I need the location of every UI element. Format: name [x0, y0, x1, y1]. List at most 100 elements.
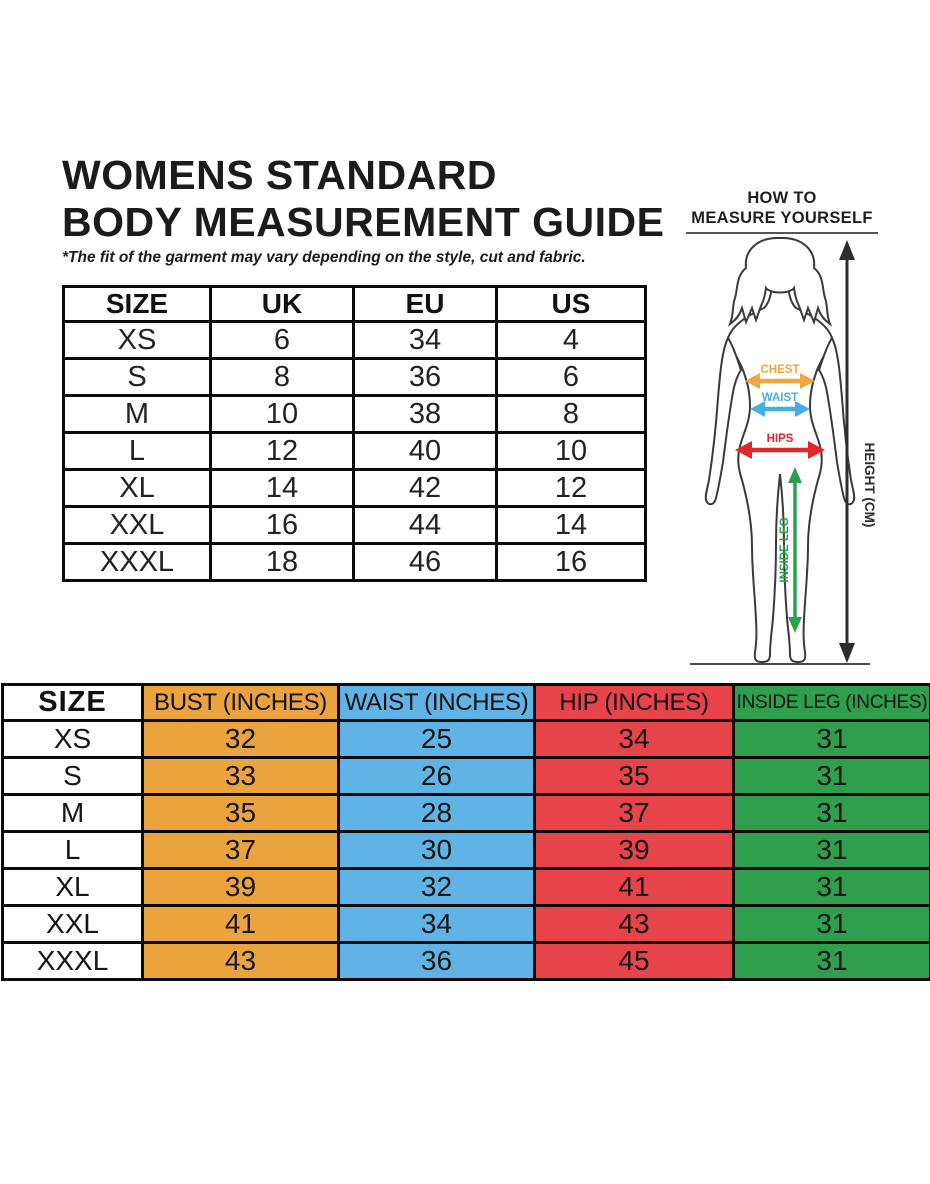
table-cell: 25: [337, 719, 536, 759]
table-cell: 18: [209, 542, 355, 582]
table-cell: 31: [732, 719, 930, 759]
divider: [686, 232, 878, 234]
table-cell: 36: [337, 941, 536, 981]
table-cell: XL: [1, 867, 144, 907]
table-cell: 35: [533, 756, 735, 796]
table-cell: 30: [337, 830, 536, 870]
table-row: XXL 16 44 14: [62, 505, 647, 545]
measure-panel-title-line1: HOW TO: [747, 189, 817, 207]
torso-legs-outline: [726, 279, 834, 664]
column-header-waist: WAIST (INCHES): [337, 683, 536, 722]
table-cell: 12: [495, 468, 647, 508]
inside-leg-arrow: INSIDE LEG: [779, 467, 802, 633]
size-conversion-table: SIZE UK EU US XS 6 34 4 S 8 36 6 M 10 38 8 L 12 40 10 XL…: [62, 285, 647, 582]
column-header-us: US: [495, 285, 647, 323]
table-cell: L: [1, 830, 144, 870]
table-cell: 38: [352, 394, 498, 434]
column-header-size: SIZE: [1, 683, 144, 722]
table-cell: 33: [141, 756, 340, 796]
table-row: XXXL 18 46 16: [62, 542, 647, 582]
table-cell: 32: [141, 719, 340, 759]
table-cell: 39: [533, 830, 735, 870]
table-row: XXXL 43 36 45 31: [1, 941, 930, 981]
table-cell: 4: [495, 320, 647, 360]
hair-outline: [727, 236, 833, 327]
table-cell: 34: [352, 320, 498, 360]
left-arm-outline: [704, 335, 743, 506]
table-row: XS 6 34 4: [62, 320, 647, 360]
table-row: L 37 30 39 31: [1, 830, 930, 870]
page-title: WOMENS STANDARD BODY MEASUREMENT GUIDE: [62, 152, 665, 246]
table-cell: 31: [732, 941, 930, 981]
hips-label: HIPS: [767, 433, 794, 445]
table-cell: 6: [209, 320, 355, 360]
table-cell: M: [1, 793, 144, 833]
hips-arrow: HIPS: [735, 433, 825, 459]
table-cell: 14: [209, 468, 355, 508]
chest-arrow: CHEST: [745, 364, 815, 389]
right-arm-outline: [817, 335, 856, 506]
table-cell: L: [62, 431, 212, 471]
table-cell: 8: [495, 394, 647, 434]
table-cell: 32: [337, 867, 536, 907]
table-cell: 40: [352, 431, 498, 471]
table-cell: 26: [337, 756, 536, 796]
table-cell: 8: [209, 357, 355, 397]
table-cell: 16: [495, 542, 647, 582]
table-row: S 33 26 35 31: [1, 756, 930, 796]
table-cell: 31: [732, 830, 930, 870]
table-cell: XXXL: [1, 941, 144, 981]
table-cell: 31: [732, 756, 930, 796]
table-cell: 10: [209, 394, 355, 434]
measure-panel-title: HOW TO MEASURE YOURSELF: [686, 188, 878, 228]
table-cell: 45: [533, 941, 735, 981]
table-row: XS 32 25 34 31: [1, 719, 930, 759]
table-row: XL 14 42 12: [62, 468, 647, 508]
table-cell: 34: [533, 719, 735, 759]
inside-leg-label: INSIDE LEG: [779, 517, 791, 582]
table-cell: XXXL: [62, 542, 212, 582]
table-cell: XXL: [62, 505, 212, 545]
column-header-inside-leg: INSIDE LEG (INCHES): [732, 683, 930, 722]
table-cell: 6: [495, 357, 647, 397]
waist-arrow: WAIST: [750, 392, 810, 417]
table-cell: 42: [352, 468, 498, 508]
body-measurement-diagram: HEIGHT (CM) CHEST WAIST HIPS: [690, 236, 877, 665]
table-cell: 28: [337, 793, 536, 833]
female-body-outline-icon: [704, 236, 856, 664]
table-cell: XS: [62, 320, 212, 360]
table-cell: 31: [732, 793, 930, 833]
table-cell: 16: [209, 505, 355, 545]
table-cell: 41: [533, 867, 735, 907]
table-cell: XL: [62, 468, 212, 508]
table-cell: 44: [352, 505, 498, 545]
table-cell: 34: [337, 904, 536, 944]
table-row: M 10 38 8: [62, 394, 647, 434]
table-row: L 12 40 10: [62, 431, 647, 471]
table-header-row: SIZE UK EU US: [62, 285, 647, 323]
table-cell: 31: [732, 904, 930, 944]
table-row: S 8 36 6: [62, 357, 647, 397]
table-cell: 31: [732, 867, 930, 907]
table-cell: 35: [141, 793, 340, 833]
table-cell: S: [1, 756, 144, 796]
table-cell: M: [62, 394, 212, 434]
table-cell: XXL: [1, 904, 144, 944]
table-cell: 12: [209, 431, 355, 471]
table-cell: 43: [141, 941, 340, 981]
column-header-hip: HIP (INCHES): [533, 683, 735, 722]
column-header-bust: BUST (INCHES): [141, 683, 340, 722]
height-label: HEIGHT (CM): [862, 443, 877, 528]
chest-label: CHEST: [761, 364, 800, 376]
table-cell: XS: [1, 719, 144, 759]
table-cell: 39: [141, 867, 340, 907]
table-cell: 46: [352, 542, 498, 582]
body-measurement-table: SIZE BUST (INCHES) WAIST (INCHES) HIP (I…: [1, 683, 930, 981]
table-row: M 35 28 37 31: [1, 793, 930, 833]
table-cell: 36: [352, 357, 498, 397]
measure-panel-title-line2: MEASURE YOURSELF: [691, 209, 873, 227]
table-cell: 37: [141, 830, 340, 870]
table-row: XXL 41 34 43 31: [1, 904, 930, 944]
height-arrow: HEIGHT (CM): [839, 240, 877, 663]
